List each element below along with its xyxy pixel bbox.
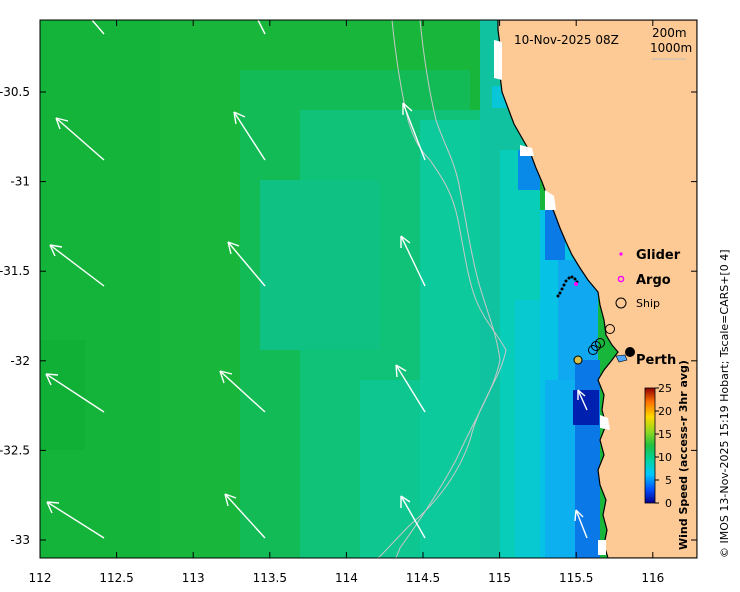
colorbar-tick-label: 20 xyxy=(658,405,672,418)
ship-positions xyxy=(573,324,615,365)
x-axis-labels: 112 112.5 113 113.5 114 114.5 115 115.5 116 xyxy=(29,571,665,585)
legend-glider-label: Glider xyxy=(636,248,681,263)
colorbar-tick-label: 5 xyxy=(665,474,672,487)
y-tick-label: -32 xyxy=(10,354,30,368)
wind-arrow xyxy=(55,117,105,161)
glider-symbol-icon xyxy=(619,252,623,256)
colorbar-tick-label: 25 xyxy=(658,382,672,395)
wind-arrow xyxy=(219,370,266,413)
colorbar-tick-label: 0 xyxy=(665,497,672,510)
credit-text: © IMOS 13-Nov-2025 15:19 Hobart; Tscale=… xyxy=(718,249,731,558)
y-tick-label: -31.5 xyxy=(0,264,30,278)
wind-arrow xyxy=(45,373,105,413)
x-tick-label: 115 xyxy=(488,571,511,585)
y-tick-label: -32.5 xyxy=(0,443,30,457)
swan-river xyxy=(615,354,628,363)
x-tick-label: 114.5 xyxy=(406,571,440,585)
x-axis-ticks xyxy=(39,20,654,558)
y-axis-labels: -30.5 -31 -31.5 -32 -32.5 -33 xyxy=(0,85,30,547)
colorbar-ticks: 0 5 10 15 20 25 xyxy=(655,382,672,510)
wind-arrow xyxy=(577,389,588,411)
colorbar-tick-label: 10 xyxy=(658,451,672,464)
wind-arrow xyxy=(224,493,266,539)
wind-arrow xyxy=(233,111,266,161)
plot-frame xyxy=(39,19,698,559)
city-label-perth: Perth xyxy=(636,353,676,368)
colorbar xyxy=(644,387,656,504)
contour-1000m xyxy=(395,20,501,558)
x-tick-label: 116 xyxy=(641,571,664,585)
contour-label-200m: 200m xyxy=(652,26,687,40)
perth-marker xyxy=(625,347,635,357)
wind-arrow xyxy=(46,501,105,539)
colorbar-title: Wind Speed (access-r 3hr avg) xyxy=(677,360,690,550)
x-tick-label: 114 xyxy=(335,571,358,585)
wind-arrow xyxy=(49,244,105,287)
plot-area xyxy=(40,20,697,558)
y-tick-label: -30.5 xyxy=(0,85,30,99)
wind-arrow xyxy=(402,102,426,161)
wind-arrow xyxy=(400,495,426,539)
wind-arrow xyxy=(574,509,588,539)
ship-symbol-icon xyxy=(615,297,627,309)
legend-argo-label: Argo xyxy=(636,273,671,288)
colorbar-tick-label: 15 xyxy=(658,428,672,441)
x-tick-label: 113.5 xyxy=(253,571,287,585)
x-tick-label: 112 xyxy=(29,571,52,585)
glider-track xyxy=(556,275,579,298)
y-axis-ticks xyxy=(40,91,697,541)
y-tick-label: -31 xyxy=(10,175,30,189)
contour-200m xyxy=(377,20,507,558)
wind-arrows xyxy=(45,20,588,539)
x-tick-label: 112.5 xyxy=(99,571,133,585)
y-tick-label: -33 xyxy=(10,533,30,547)
argo-symbol-icon xyxy=(617,275,625,283)
x-tick-label: 115.5 xyxy=(559,571,593,585)
timestamp-label: 10-Nov-2025 08Z xyxy=(514,33,619,47)
wind-arrow xyxy=(227,241,266,287)
wind-arrow xyxy=(395,364,426,413)
x-tick-label: 113 xyxy=(182,571,205,585)
wind-arrow xyxy=(400,235,426,287)
legend-ship-label: Ship xyxy=(636,297,660,310)
contour-label-1000m: 1000m xyxy=(650,41,692,55)
